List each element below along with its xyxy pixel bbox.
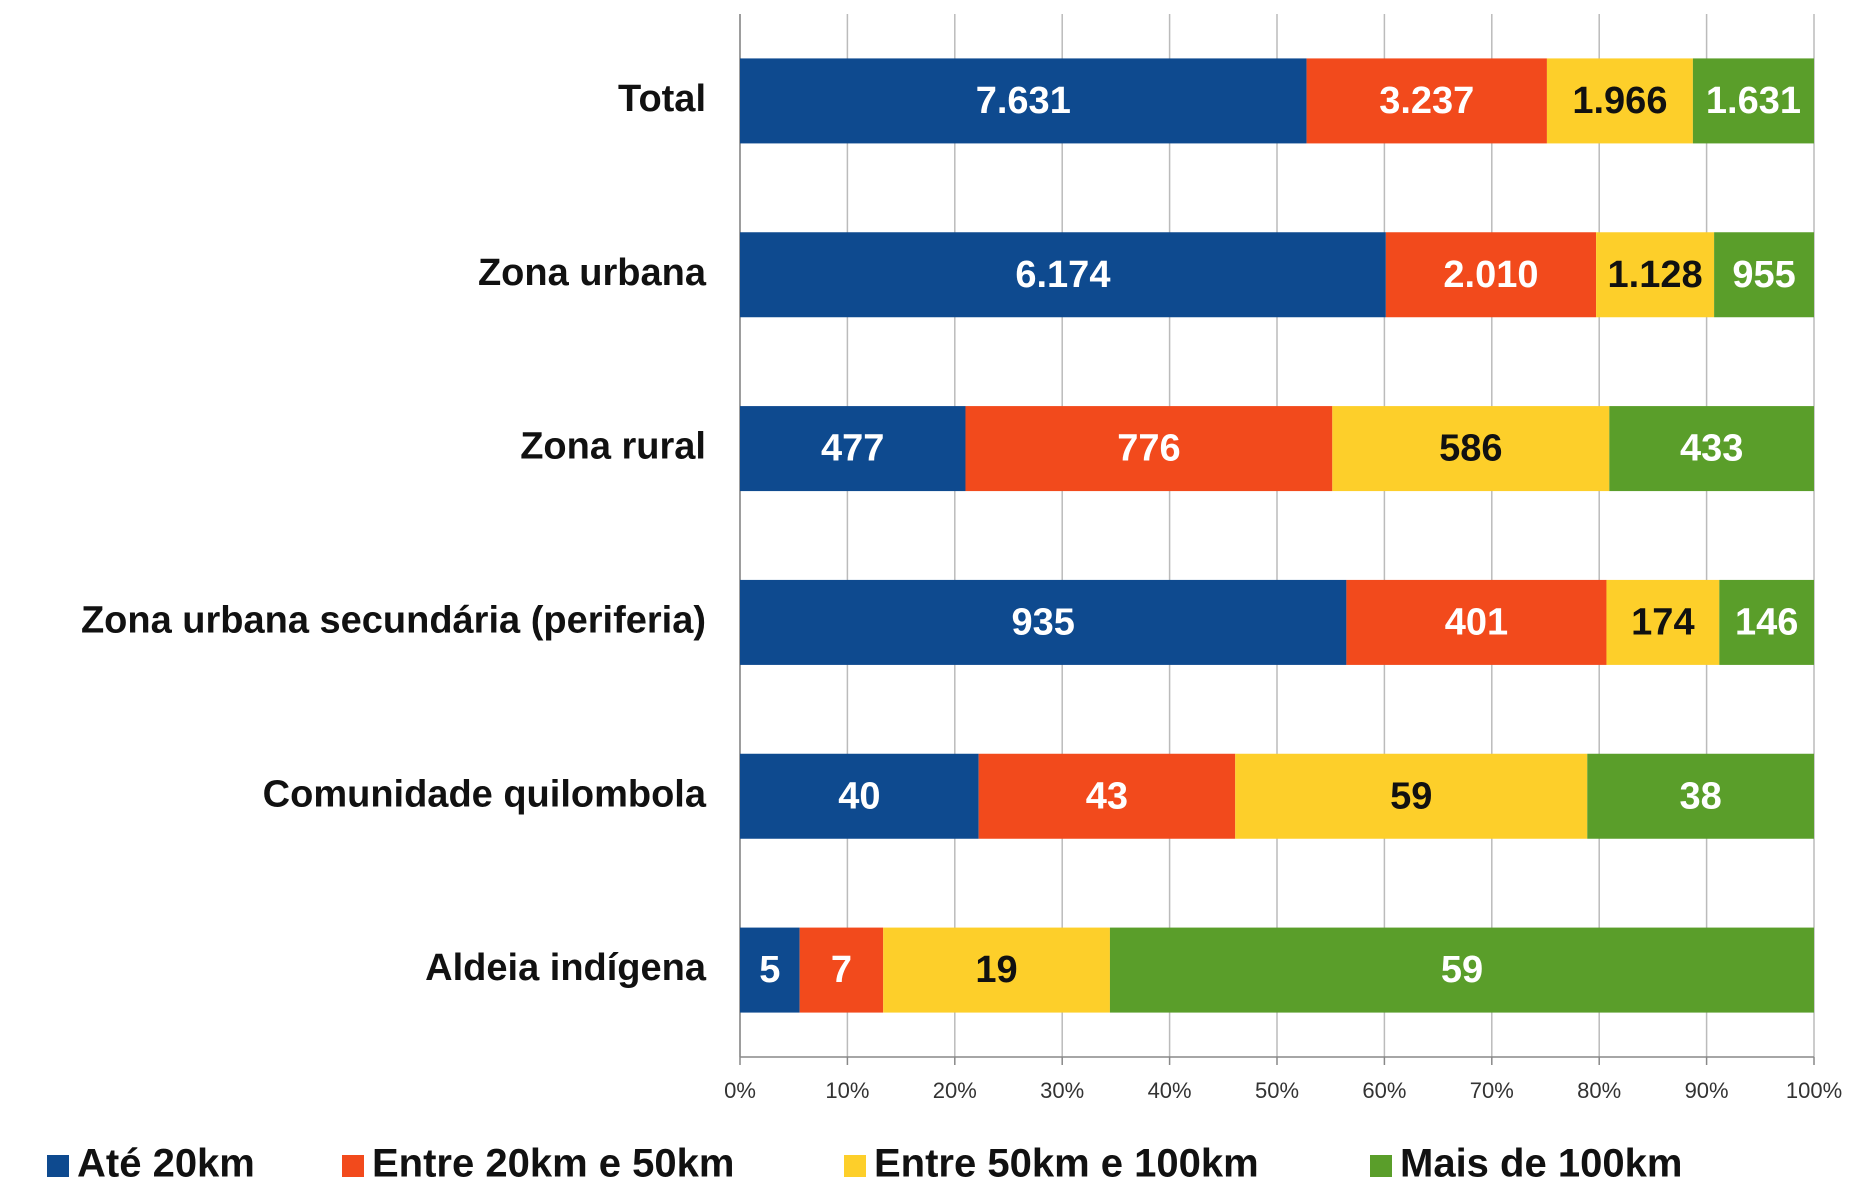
bar-segment bbox=[740, 927, 800, 1013]
legend-swatch bbox=[844, 1155, 866, 1177]
data-label: 433 bbox=[1680, 428, 1743, 470]
data-label: 3.237 bbox=[1379, 80, 1474, 122]
bar-segment bbox=[1587, 753, 1814, 839]
bar-segment bbox=[1109, 927, 1814, 1013]
bar-segment bbox=[1719, 579, 1814, 665]
x-tick-label: 0% bbox=[724, 1078, 756, 1103]
data-label: 955 bbox=[1732, 254, 1795, 296]
data-label: 7 bbox=[831, 949, 852, 991]
legend-swatch bbox=[47, 1155, 69, 1177]
data-label: 401 bbox=[1445, 601, 1508, 643]
legend-swatch bbox=[1370, 1155, 1392, 1177]
y-tick-label: Total bbox=[618, 78, 706, 120]
data-label: 19 bbox=[975, 949, 1017, 991]
data-label: 43 bbox=[1086, 775, 1128, 817]
legend-label: Mais de 100km bbox=[1400, 1142, 1682, 1185]
data-label: 38 bbox=[1679, 775, 1721, 817]
bar-segment bbox=[883, 927, 1110, 1013]
legend-swatch bbox=[342, 1155, 364, 1177]
x-tick-label: 20% bbox=[933, 1078, 977, 1103]
bar-segment bbox=[1606, 579, 1720, 665]
x-tick-label: 40% bbox=[1148, 1078, 1192, 1103]
bar-segment bbox=[740, 406, 966, 492]
bar-segment bbox=[1596, 232, 1715, 318]
x-tick-label: 10% bbox=[825, 1078, 869, 1103]
y-tick-label: Aldeia indígena bbox=[425, 947, 707, 989]
data-label: 2.010 bbox=[1443, 254, 1538, 296]
data-label: 1.128 bbox=[1608, 254, 1703, 296]
bar-segment bbox=[978, 753, 1236, 839]
x-tick-label: 50% bbox=[1255, 1078, 1299, 1103]
y-tick-label: Zona rural bbox=[520, 426, 706, 468]
bar-segment bbox=[740, 579, 1347, 665]
data-label: 776 bbox=[1117, 428, 1180, 470]
bar-segment bbox=[1346, 579, 1607, 665]
data-label: 935 bbox=[1011, 601, 1074, 643]
bar-segment bbox=[740, 753, 979, 839]
legend-label: Entre 50km e 100km bbox=[874, 1142, 1259, 1185]
bar-segment bbox=[1235, 753, 1588, 839]
data-label: 1.966 bbox=[1572, 80, 1667, 122]
data-label: 7.631 bbox=[976, 80, 1071, 122]
data-label: 59 bbox=[1441, 949, 1483, 991]
bar-segment bbox=[740, 232, 1386, 318]
y-tick-label: Comunidade quilombola bbox=[263, 773, 707, 815]
bar-segment bbox=[1609, 406, 1814, 492]
x-tick-label: 70% bbox=[1470, 1078, 1514, 1103]
bar-segment bbox=[740, 58, 1307, 144]
data-label: 6.174 bbox=[1015, 254, 1110, 296]
data-label: 174 bbox=[1631, 601, 1694, 643]
bar-segment bbox=[1306, 58, 1547, 144]
y-tick-label: Zona urbana secundária (periferia) bbox=[81, 599, 706, 641]
bar-segment bbox=[1692, 58, 1814, 144]
data-label: 586 bbox=[1439, 428, 1502, 470]
bar-segment bbox=[799, 927, 884, 1013]
bar-segment bbox=[1714, 232, 1814, 318]
legend-label: Entre 20km e 50km bbox=[372, 1142, 734, 1185]
data-label: 477 bbox=[821, 428, 884, 470]
x-tick-label: 60% bbox=[1362, 1078, 1406, 1103]
x-tick-label: 80% bbox=[1577, 1078, 1621, 1103]
bar-segment bbox=[1385, 232, 1597, 318]
bar-segment bbox=[965, 406, 1333, 492]
data-label: 59 bbox=[1390, 775, 1432, 817]
data-label: 5 bbox=[759, 949, 780, 991]
legend-label: Até 20km bbox=[77, 1142, 255, 1185]
x-tick-label: 90% bbox=[1685, 1078, 1729, 1103]
x-tick-label: 100% bbox=[1786, 1078, 1842, 1103]
bar-segment bbox=[1332, 406, 1610, 492]
data-label: 1.631 bbox=[1706, 80, 1801, 122]
x-tick-label: 30% bbox=[1040, 1078, 1084, 1103]
data-label: 40 bbox=[838, 775, 880, 817]
bar-segment bbox=[1546, 58, 1693, 144]
y-tick-label: Zona urbana bbox=[478, 252, 707, 294]
data-label: 146 bbox=[1735, 601, 1798, 643]
